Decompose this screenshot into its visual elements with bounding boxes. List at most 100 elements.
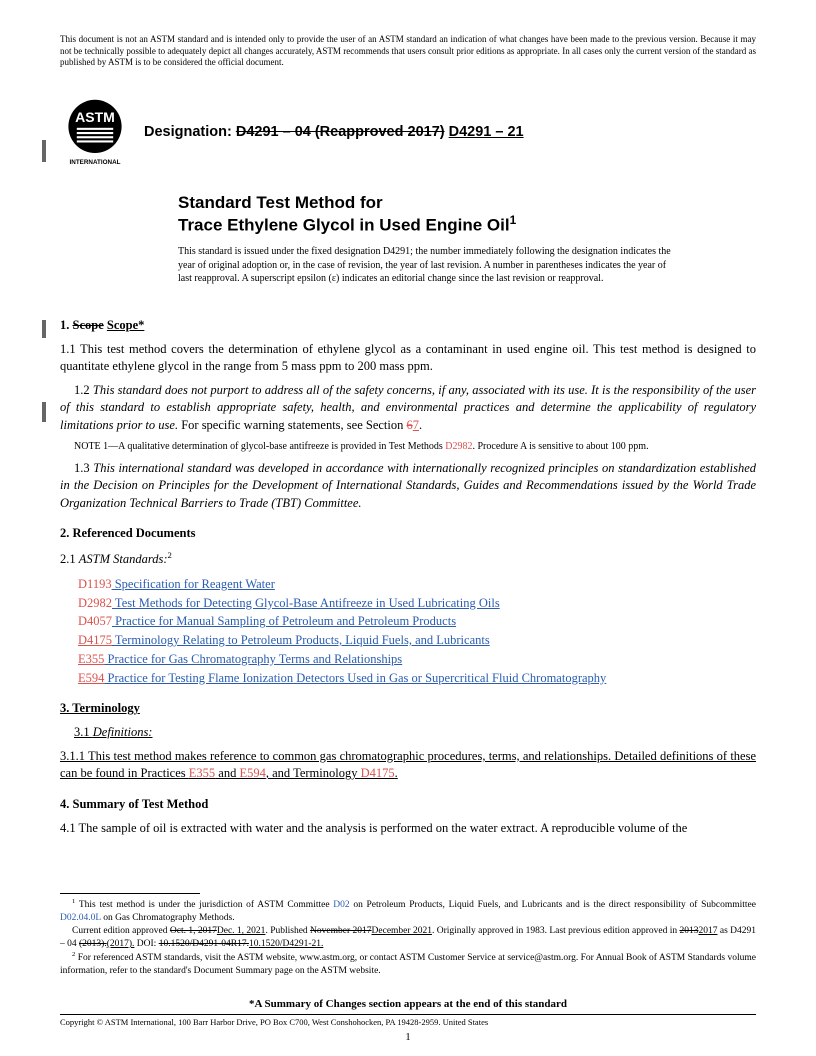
p3-1-r1: E355	[189, 766, 215, 780]
s3-sub-title: Definitions:	[93, 725, 153, 739]
note1-ref: D2982	[445, 441, 472, 452]
fn1-r1: D02	[333, 901, 349, 911]
p1-3-num: 1.3	[74, 461, 93, 475]
para-1-3: 1.3 This international standard was deve…	[60, 460, 756, 513]
p3-1-mid: and	[215, 766, 239, 780]
fn1l2-e: DOI:	[134, 939, 158, 949]
copyright-line: Copyright © ASTM International, 100 Barr…	[60, 1014, 756, 1027]
s3-sub-num: 3.1	[74, 725, 93, 739]
fn1l2-new5: 10.1520/D4291-21.	[249, 939, 323, 949]
fn1-a: This test method is under the jurisdicti…	[75, 901, 333, 911]
section-3-sub: 3.1 Definitions:	[60, 724, 756, 742]
change-bar	[42, 402, 46, 422]
reference-item: D4057 Practice for Manual Sampling of Pe…	[78, 612, 756, 631]
designation-label: Designation:	[144, 124, 232, 140]
fn1l2-old1: Oct. 1, 2017	[170, 926, 217, 936]
note1-a: NOTE 1—A qualitative determination of gl…	[74, 441, 445, 452]
change-bar	[42, 140, 46, 162]
fn1l2-old2: November 2017	[310, 926, 371, 936]
ref-title: Practice for Testing Flame Ionization De…	[104, 671, 606, 685]
ref-code: D4175	[78, 633, 112, 647]
section-2-heading: 2. Referenced Documents	[60, 526, 756, 541]
p3-1-mid2: , and Terminology	[266, 766, 361, 780]
ref-title: Terminology Relating to Petroleum Produc…	[112, 633, 490, 647]
svg-text:INTERNATIONAL: INTERNATIONAL	[70, 159, 121, 166]
page: This document is not an ASTM standard an…	[0, 0, 816, 1056]
astm-logo-icon: ASTM INTERNATIONAL	[60, 97, 130, 167]
page-number: 1	[60, 1031, 756, 1043]
footnote-1-line2: Current edition approved Oct. 1, 2017Dec…	[60, 925, 756, 951]
section-1-heading: 1. Scope Scope*	[60, 318, 756, 333]
s2-sub-num: 2.1	[60, 552, 79, 566]
p3-1-r2: E594	[239, 766, 265, 780]
p3-1-end: .	[395, 766, 398, 780]
p1-2-num: 1.2	[74, 383, 93, 397]
fn1l2-old5: 10.1520/D4291-04R17.	[159, 939, 249, 949]
fn1l2-old3: 2013	[679, 926, 698, 936]
fn1l2-c: . Originally approved in 1983. Last prev…	[432, 926, 680, 936]
section-4-heading: 4. Summary of Test Method	[60, 797, 756, 812]
change-summary-note: *A Summary of Changes section appears at…	[60, 998, 756, 1010]
fn1-b: on Petroleum Products, Liquid Fuels, and…	[350, 901, 756, 911]
p1-2-end: .	[419, 418, 422, 432]
s1-old: Scope	[73, 318, 104, 332]
para-1-1: 1.1 This test method covers the determin…	[60, 341, 756, 376]
designation-old: D4291 – 04 (Reapproved 2017)	[236, 124, 445, 140]
fn1-r2: D02.04.0L	[60, 913, 101, 923]
fn1l2-new1: Dec. 1, 2021	[217, 926, 266, 936]
designation-line: Designation: D4291 – 04 (Reapproved 2017…	[144, 124, 524, 140]
note1-b: . Procedure A is sensitive to about 100 …	[472, 441, 648, 452]
reference-item: D1193 Specification for Reagent Water	[78, 575, 756, 594]
reference-item: D2982 Test Methods for Detecting Glycol-…	[78, 594, 756, 613]
s2-sup: 2	[168, 550, 172, 560]
p3-1-a: 3.1.1 This test method makes reference t…	[60, 749, 756, 781]
fn1l2-new4: (2017).	[107, 939, 135, 949]
fn1l2-a: Current edition approved	[72, 926, 170, 936]
s1-new: Scope*	[107, 318, 145, 332]
reference-item: D4175 Terminology Relating to Petroleum …	[78, 631, 756, 650]
p1-2-tail: For specific warning statements, see Sec…	[178, 418, 406, 432]
title-line2: Trace Ethylene Glycol in Used Engine Oil…	[178, 213, 756, 236]
title-block: Standard Test Method for Trace Ethylene …	[178, 193, 756, 236]
p3-1-r3: D4175	[361, 766, 395, 780]
change-bar	[42, 320, 46, 338]
fn1l2-b: . Published	[265, 926, 310, 936]
reference-list: D1193 Specification for Reagent WaterD29…	[78, 575, 756, 688]
p1-3-italic: This international standard was develope…	[60, 461, 756, 510]
ref-title: Test Methods for Detecting Glycol-Base A…	[112, 596, 500, 610]
fn1l2-new3: 2017	[698, 926, 717, 936]
ref-code: D4057	[78, 614, 112, 628]
footnote-1: 1 This test method is under the jurisdic…	[60, 898, 756, 925]
title-line1: Standard Test Method for	[178, 193, 756, 213]
header-row: ASTM INTERNATIONAL Designation: D4291 – …	[60, 97, 756, 167]
ref-title: Practice for Gas Chromatography Terms an…	[104, 652, 402, 666]
ref-code: E594	[78, 671, 104, 685]
footnote-separator	[60, 893, 200, 894]
para-4-1: 4.1 The sample of oil is extracted with …	[60, 820, 756, 838]
s2-sub-title: ASTM Standards:	[79, 552, 168, 566]
fn1-c: on Gas Chromatography Methods.	[101, 913, 235, 923]
disclaimer-text: This document is not an ASTM standard an…	[60, 34, 756, 69]
svg-text:ASTM: ASTM	[75, 109, 115, 125]
para-1-2: 1.2 This standard does not purport to ad…	[60, 382, 756, 435]
reference-item: E594 Practice for Testing Flame Ionizati…	[78, 669, 756, 688]
footnote-2: 2 For referenced ASTM standards, visit t…	[60, 951, 756, 978]
title-main: Trace Ethylene Glycol in Used Engine Oil	[178, 215, 510, 234]
s1-num: 1.	[60, 318, 69, 332]
fn1l2-old4: (2013).	[79, 939, 107, 949]
ref-code: E355	[78, 652, 104, 666]
designation-new: D4291 – 21	[449, 124, 524, 140]
ref-code: D2982	[78, 596, 112, 610]
title-sup: 1	[510, 213, 517, 227]
para-3-1-1: 3.1.1 This test method makes reference t…	[60, 748, 756, 783]
ref-code: D1193	[78, 577, 112, 591]
section-2-sub: 2.1 ASTM Standards:2	[60, 549, 756, 569]
section-3-heading: 3. Terminology	[60, 701, 756, 716]
issuance-note: This standard is issued under the fixed …	[178, 245, 676, 286]
ref-title: Practice for Manual Sampling of Petroleu…	[112, 614, 456, 628]
ref-title: Specification for Reagent Water	[112, 577, 275, 591]
fn1l2-new2: December 2021	[372, 926, 432, 936]
note-1: NOTE 1—A qualitative determination of gl…	[60, 440, 756, 454]
fn2-text: For referenced ASTM standards, visit the…	[60, 953, 756, 976]
reference-item: E355 Practice for Gas Chromatography Ter…	[78, 650, 756, 669]
